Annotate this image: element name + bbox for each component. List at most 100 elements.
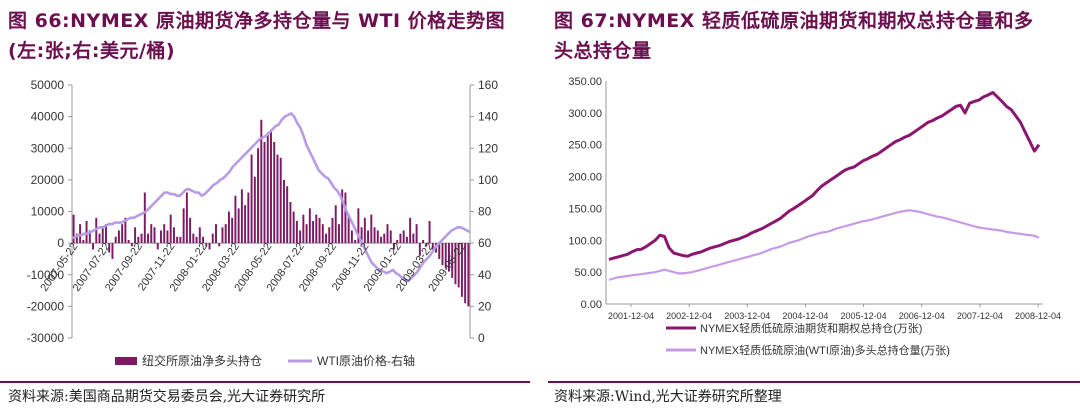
bar <box>334 205 337 244</box>
y-tick-label: 350.00 <box>568 76 602 88</box>
x-tick-label: 2003-12-04 <box>724 311 770 321</box>
bar <box>163 224 166 244</box>
bar <box>127 239 130 244</box>
bar <box>101 227 104 244</box>
bar <box>422 239 425 244</box>
legend-label: 纽交所原油净多头持仓 <box>142 353 262 368</box>
bar <box>347 214 350 244</box>
bar <box>464 243 467 304</box>
bar <box>325 233 327 244</box>
bar <box>92 243 95 250</box>
bar <box>276 154 279 244</box>
bar <box>244 205 247 244</box>
bar <box>182 208 185 244</box>
bar <box>150 224 153 244</box>
bar <box>315 214 318 244</box>
bar <box>425 243 428 247</box>
bar <box>169 214 172 244</box>
legend-swatch-bar <box>115 357 137 365</box>
bar <box>389 230 392 244</box>
bar <box>198 227 201 244</box>
bar <box>257 148 260 244</box>
chart-title: 图 66:NYMEX 原油期货净多持仓量与 WTI 价格走势图 (左:张;右:美… <box>8 6 505 66</box>
y-tick-label: 250.00 <box>568 140 602 152</box>
bar <box>289 202 292 244</box>
bar <box>409 217 412 244</box>
legend-label: WTI原油价格-右轴 <box>317 353 415 368</box>
series-line <box>608 209 1040 281</box>
bar <box>140 233 143 244</box>
bar <box>124 217 127 244</box>
bar <box>460 243 463 297</box>
bar <box>195 236 198 244</box>
bar <box>179 236 182 244</box>
bar <box>331 217 334 244</box>
right-tick-label: 160 <box>478 78 498 92</box>
bar <box>344 192 347 244</box>
source-text: 资料来源:美国商品期货交易委员会,光大证券研究所 <box>8 389 326 405</box>
bar <box>221 227 224 244</box>
bar <box>247 192 250 244</box>
bar <box>457 243 460 288</box>
bar <box>302 214 305 244</box>
x-tick-label: 2004-12-04 <box>782 311 828 321</box>
bar <box>130 243 133 247</box>
bar <box>75 233 78 244</box>
x-tick-label: 2002-12-04 <box>666 311 712 321</box>
bar <box>166 230 169 244</box>
x-tick-label: 2001-12-04 <box>608 311 654 321</box>
bar <box>299 230 302 244</box>
bar <box>350 230 353 244</box>
legend-label: NYMEX轻质低硫原油期货和期权总持仓(万张) <box>700 321 922 335</box>
right-tick-label: 80 <box>478 205 492 219</box>
x-tick-label: 2008-12-04 <box>1015 311 1061 321</box>
bar <box>286 186 289 244</box>
bar <box>376 230 379 244</box>
right-tick-label: 40 <box>478 268 492 282</box>
left-chart: -30000 -20000 -10000 0 10000 20000 30000 40000 5… <box>27 78 499 368</box>
bar <box>383 233 386 244</box>
bar <box>114 236 117 244</box>
bar <box>405 236 408 244</box>
bar <box>156 243 159 250</box>
bar <box>260 119 263 244</box>
bar <box>108 243 111 253</box>
y-tick-label: 50.00 <box>574 267 602 279</box>
bar <box>328 227 331 244</box>
bar <box>237 208 240 244</box>
bar <box>172 227 175 244</box>
bar <box>176 236 179 244</box>
left-tick-label: 30000 <box>31 141 65 155</box>
y-tick-label: 0.00 <box>581 299 602 311</box>
source-divider <box>548 381 1080 383</box>
bar <box>357 208 360 244</box>
source-text: 资料来源:Wind,光大证券研究所整理 <box>554 389 782 405</box>
bar <box>318 217 321 244</box>
bar <box>121 224 124 244</box>
bar <box>215 224 217 244</box>
bar <box>341 189 344 244</box>
bar <box>447 243 450 272</box>
x-tick-label: 2007-12-04 <box>957 311 1003 321</box>
bar <box>270 129 272 244</box>
bar <box>231 217 234 244</box>
bar <box>337 224 340 244</box>
series-line <box>608 91 1041 261</box>
right-tick-label: 60 <box>478 236 492 250</box>
bar <box>282 179 285 244</box>
left-panel: 图 66:NYMEX 原油期货净多持仓量与 WTI 价格走势图 (左:张;右:美… <box>0 0 530 413</box>
bar <box>117 230 120 244</box>
bar <box>160 230 162 244</box>
bar <box>250 154 253 244</box>
bar <box>153 227 156 244</box>
right-panel: 图 67:NYMEX 轻质低硫原油期货和期权总持仓量和多 头总持仓量 0.00 5… <box>548 0 1080 413</box>
bar <box>240 189 243 244</box>
bar <box>205 243 208 247</box>
bar <box>105 224 107 244</box>
bar <box>137 236 140 244</box>
bar <box>211 233 214 244</box>
bar <box>224 224 227 244</box>
bar <box>370 214 373 244</box>
right-tick-label: 120 <box>478 141 498 155</box>
bar <box>85 220 88 244</box>
